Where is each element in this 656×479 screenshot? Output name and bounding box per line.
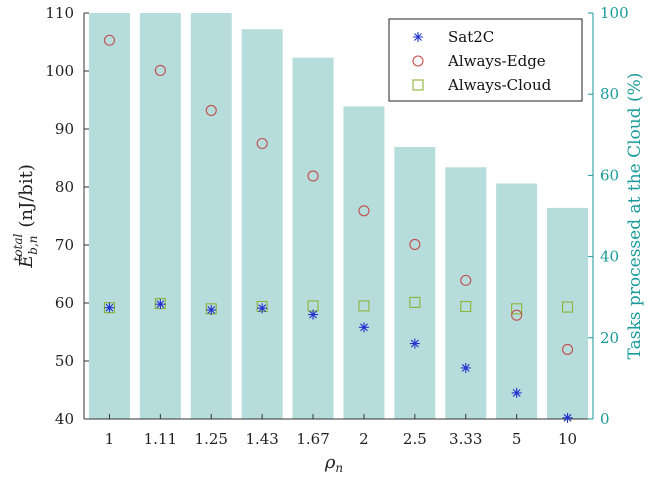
point-always-edge-8 <box>511 309 523 321</box>
bar-4 <box>292 57 334 419</box>
legend-box <box>388 18 583 102</box>
y-tick-label-left-7: 110 <box>45 4 74 22</box>
x-tick-label-7: 3.33 <box>449 430 482 448</box>
point-always-cloud-8 <box>511 303 523 315</box>
point-sat2c-9 <box>562 412 573 423</box>
markers-group <box>103 34 574 423</box>
y-tick-label-right-1: 20 <box>600 329 619 347</box>
bar-9 <box>547 207 589 419</box>
y-axis-title-right: Tasks processed at the Cloud (%) <box>625 73 645 360</box>
x-tick-label-3: 1.43 <box>245 430 278 448</box>
y-tick-label-left-6: 100 <box>45 62 74 80</box>
point-always-edge-1 <box>154 64 166 76</box>
point-always-edge-0 <box>103 34 115 46</box>
x-tick-label-8: 5 <box>512 430 522 448</box>
bar-8 <box>496 183 538 419</box>
point-sat2c-2 <box>206 304 217 315</box>
x-tick-label-2: 1.25 <box>195 430 228 448</box>
y-tick-label-left-5: 90 <box>55 120 74 138</box>
axes-group: 40 50 60 70 80 90 100 110 0 20 40 60 80 100 1 1.11 1.25 1… <box>45 4 628 448</box>
point-sat2c-4 <box>308 309 319 320</box>
point-sat2c-0 <box>104 302 115 313</box>
point-always-edge-9 <box>561 343 574 355</box>
bar-3 <box>241 29 283 420</box>
point-always-edge-4 <box>307 170 319 182</box>
legend-marker-2 <box>412 79 424 91</box>
point-always-edge-6 <box>409 238 421 250</box>
point-sat2c-3 <box>257 303 268 314</box>
x-tick-label-9: 10 <box>558 430 577 448</box>
bar-2 <box>190 13 232 419</box>
y-tick-label-left-0: 40 <box>55 410 74 428</box>
bar-5 <box>343 106 385 419</box>
point-always-cloud-7 <box>460 300 472 313</box>
y-tick-label-right-4: 80 <box>600 85 619 103</box>
legend-label-0: Sat2C <box>448 28 494 46</box>
point-sat2c-1 <box>155 299 166 310</box>
point-always-edge-7 <box>460 274 472 286</box>
point-always-edge-3 <box>256 137 268 150</box>
x-tick-label-0: 1 <box>105 430 115 448</box>
point-sat2c-6 <box>409 338 420 349</box>
point-always-cloud-5 <box>358 300 370 312</box>
y-tick-label-left-4: 80 <box>55 178 74 196</box>
point-sat2c-8 <box>511 387 522 398</box>
y-tick-label-right-5: 100 <box>600 4 629 22</box>
x-tick-label-1: 1.11 <box>144 430 177 448</box>
legend-label-2: Always-Cloud <box>447 76 552 94</box>
x-tick-label-6: 2.5 <box>403 430 427 448</box>
x-tick-label-5: 2 <box>359 430 369 448</box>
bar-7 <box>445 167 487 419</box>
point-always-edge-2 <box>205 104 217 116</box>
bars-group <box>88 13 589 420</box>
point-always-edge-5 <box>358 205 370 217</box>
y-tick-label-left-3: 70 <box>55 236 74 254</box>
point-always-cloud-9 <box>561 301 574 313</box>
point-sat2c-5 <box>358 322 369 333</box>
x-axis-title: ρn <box>324 452 343 475</box>
y-tick-label-left-1: 50 <box>55 352 74 370</box>
bar-0 <box>88 13 130 419</box>
legend-marker-0 <box>413 32 423 42</box>
point-sat2c-7 <box>460 362 471 373</box>
y-tick-label-right-2: 40 <box>600 248 619 266</box>
point-always-cloud-6 <box>409 296 421 308</box>
x-tick-label-4: 1.67 <box>296 430 329 448</box>
legend-marker-1 <box>412 55 424 67</box>
y-tick-label-left-2: 60 <box>55 294 74 312</box>
y-tick-label-right-0: 0 <box>600 410 610 428</box>
legend-label-1: Always-Edge <box>447 52 546 70</box>
y-axis-title-left: Eb,ntotal(nJ/bit) <box>11 164 40 269</box>
legend: Sat2C Always-Edge Always-Cloud <box>388 18 583 102</box>
y-tick-label-right-3: 60 <box>600 166 619 184</box>
bar-6 <box>394 146 436 420</box>
bar-1 <box>139 13 181 419</box>
